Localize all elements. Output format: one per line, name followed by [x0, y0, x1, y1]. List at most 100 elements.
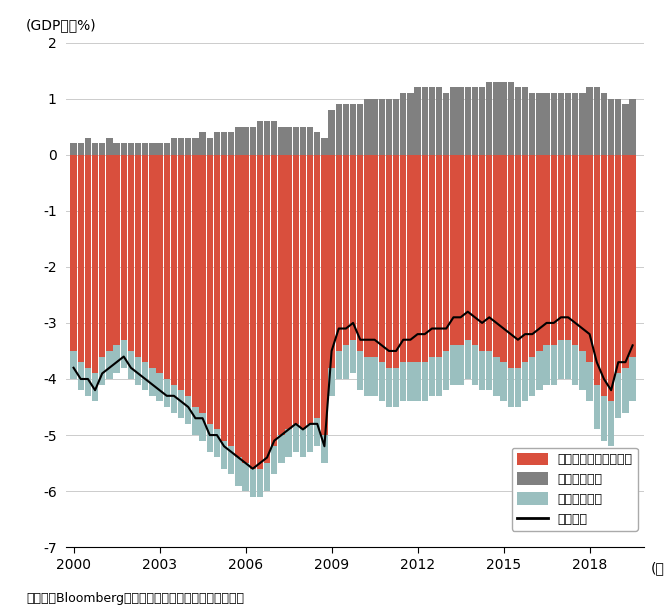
Bar	[329, 110, 335, 154]
Bar	[486, 154, 493, 351]
Text: (GDP比、%): (GDP比、%)	[26, 18, 96, 32]
Bar	[393, 154, 399, 368]
Bar	[350, 154, 357, 340]
Bar	[299, 126, 306, 154]
Bar	[178, 390, 184, 418]
Bar	[264, 154, 270, 463]
Bar	[357, 351, 363, 390]
Bar	[307, 424, 313, 452]
Bar	[221, 133, 227, 154]
Bar	[264, 463, 270, 491]
Bar	[329, 154, 335, 368]
Bar	[135, 154, 141, 356]
Bar	[386, 368, 392, 407]
Bar	[250, 469, 256, 497]
Bar	[365, 356, 371, 396]
Bar	[278, 154, 285, 435]
Bar	[329, 368, 335, 396]
Bar	[407, 93, 414, 154]
Bar	[257, 469, 263, 497]
Bar	[515, 88, 521, 154]
Bar	[529, 93, 535, 154]
Bar	[472, 345, 478, 385]
Bar	[365, 154, 371, 356]
Bar	[443, 93, 450, 154]
Bar	[299, 429, 306, 457]
Bar	[414, 154, 421, 362]
Bar	[457, 345, 463, 385]
Bar	[622, 104, 629, 154]
Bar	[615, 98, 622, 154]
Bar	[335, 104, 342, 154]
Bar	[235, 457, 242, 486]
Bar	[393, 98, 399, 154]
Bar	[601, 154, 607, 396]
Bar	[594, 385, 600, 429]
Bar	[106, 351, 113, 379]
Bar	[214, 154, 220, 429]
Bar	[293, 154, 299, 424]
Bar	[135, 143, 141, 154]
Bar	[529, 356, 535, 396]
Bar	[537, 351, 542, 390]
Bar	[85, 138, 91, 154]
Bar	[422, 362, 428, 401]
Bar	[257, 121, 263, 154]
Bar	[171, 154, 177, 385]
Bar	[522, 362, 529, 401]
Bar	[601, 93, 607, 154]
Bar	[114, 154, 120, 345]
Bar	[450, 345, 457, 385]
Bar	[157, 373, 163, 401]
Bar	[193, 407, 199, 435]
Bar	[286, 429, 291, 457]
Bar	[185, 138, 191, 154]
Bar	[543, 154, 550, 345]
Bar	[615, 373, 622, 418]
Bar	[199, 413, 206, 441]
Bar	[429, 88, 435, 154]
Bar	[193, 138, 199, 154]
Text: （出所）Bloombergより野村アセットマネジメント作成: （出所）Bloombergより野村アセットマネジメント作成	[27, 592, 244, 605]
Bar	[307, 126, 313, 154]
Bar	[299, 154, 306, 429]
Bar	[572, 93, 578, 154]
Bar	[343, 104, 349, 154]
Bar	[171, 385, 177, 413]
Bar	[608, 401, 614, 446]
Bar	[365, 98, 371, 154]
Bar	[178, 154, 184, 390]
Bar	[343, 154, 349, 345]
Bar	[221, 154, 227, 441]
Bar	[207, 424, 213, 452]
Bar	[78, 154, 84, 362]
Bar	[171, 138, 177, 154]
Bar	[228, 133, 234, 154]
Bar	[529, 154, 535, 356]
Bar	[579, 154, 586, 351]
Bar	[78, 143, 84, 154]
Bar	[70, 351, 77, 379]
Bar	[378, 154, 385, 362]
Bar	[228, 446, 234, 474]
Bar	[465, 154, 471, 340]
Bar	[400, 154, 406, 362]
Bar	[465, 88, 471, 154]
Bar	[193, 154, 199, 407]
Bar	[501, 362, 507, 401]
Bar	[199, 133, 206, 154]
Bar	[99, 154, 106, 356]
Bar	[565, 340, 571, 379]
Bar	[586, 88, 593, 154]
Bar	[271, 446, 278, 474]
Bar	[594, 154, 600, 385]
Bar	[250, 126, 256, 154]
Bar	[357, 104, 363, 154]
Bar	[507, 82, 514, 154]
Bar	[92, 154, 98, 373]
Bar	[371, 98, 378, 154]
Bar	[579, 351, 586, 390]
Bar	[343, 345, 349, 379]
Bar	[472, 154, 478, 345]
Bar	[121, 143, 127, 154]
